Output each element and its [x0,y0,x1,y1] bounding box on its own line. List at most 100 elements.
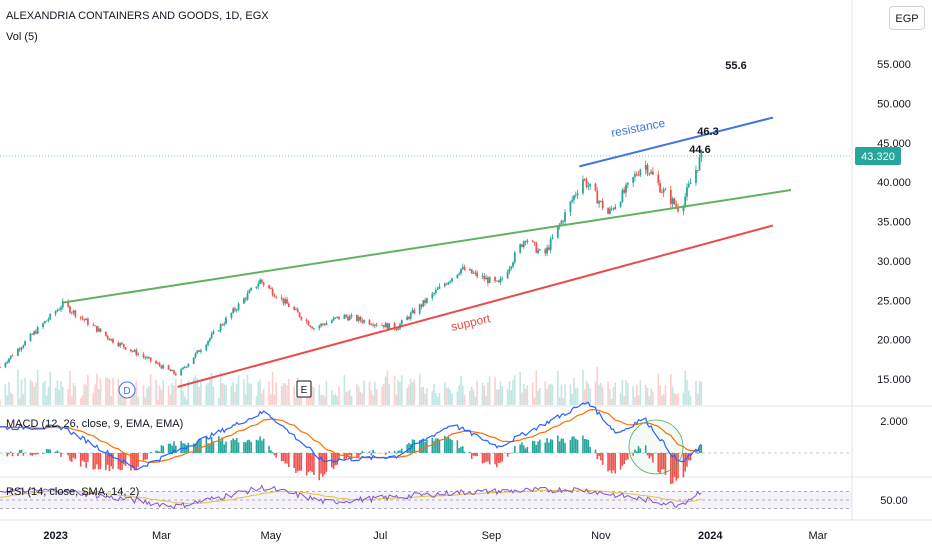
candle-body [318,325,321,329]
volume-bar [49,371,52,405]
macd-histogram-bar [207,443,209,453]
macd-histogram-bar [209,443,211,453]
volume-bar [54,387,57,405]
candle-body [58,309,61,311]
volume-bar [698,380,701,405]
macd-histogram-bar [582,435,584,453]
macd-histogram-bar [155,450,157,453]
candle-body [205,344,208,351]
candle-body [130,349,132,352]
macd-histogram-bar [472,453,475,456]
volume-indicator-label[interactable]: Vol (5) [6,31,38,43]
currency-button[interactable]: EGP [889,6,925,30]
macd-histogram-bar [130,453,132,471]
macd-histogram-bar [219,440,222,453]
dividend-marker[interactable] [118,381,136,399]
symbol-title[interactable]: ALEXANDRIA CONTAINERS AND GOODS, 1D, EGX [6,10,269,22]
macd-indicator-label[interactable]: MACD (12, 26, close, 9, EMA, EMA) [6,418,184,430]
candle-body [81,317,84,319]
macd-histogram-bar [83,453,86,462]
candle-body [522,241,525,247]
volume-bar [205,384,208,405]
candle-body [300,316,303,320]
price-tick-label: 35.000 [877,217,911,229]
macd-histogram-bar [506,453,509,457]
support-trendline [177,224,774,388]
volume-bar [426,388,428,405]
candle-body [97,328,100,332]
macd-histogram-bar [135,453,138,470]
time-tick-label: Mar [808,530,827,542]
volume-bar [44,381,46,405]
candle-body [243,298,245,304]
candle-body [311,326,314,329]
candle-body [246,293,249,300]
macd-histogram-bar [225,441,227,453]
macd-histogram-bar [200,438,202,453]
volume-bar [284,383,286,405]
candle-body [293,307,296,310]
volume-bar [573,377,575,405]
macd-histogram-bar [96,453,98,465]
volume-bar [167,385,170,405]
macd-histogram-bar [675,453,678,481]
candle-body [47,319,50,321]
volume-bar [58,389,60,405]
volume-bar [614,382,617,405]
macd-cross-highlight [628,419,684,475]
macd-histogram-bar [612,453,615,471]
volume-bar [657,373,660,405]
volume-bar [121,395,123,405]
macd-histogram-bar [635,451,638,453]
macd-histogram-bar [92,453,95,470]
volume-bar [445,387,448,405]
candle-body [599,200,602,202]
macd-histogram-bar [74,453,77,460]
candle-body [356,315,358,321]
macd-histogram-bar [388,451,391,453]
candle-body [601,200,604,209]
volume-bar [374,381,376,405]
macd-histogram-bar [413,439,416,453]
candle-body [506,271,509,279]
candle-body [657,174,660,184]
earnings-marker[interactable] [296,380,312,398]
candle-body [698,157,701,171]
macd-histogram-bar [594,449,597,453]
macd-histogram-bar [609,453,611,471]
candle-body [173,370,175,374]
volume-bar [119,389,121,405]
macd-histogram-bar [436,438,439,453]
macd-histogram-bar [585,439,588,453]
volume-bar [268,381,270,405]
volume-bar [424,393,426,405]
volume-bar [535,370,538,405]
macd-histogram-bar [160,445,163,453]
trendlines[interactable] [62,116,792,388]
candle-body [110,338,113,341]
volume-bar [343,375,346,405]
volume-bar [546,388,548,405]
volume-bar [74,385,77,405]
macd-histogram-bar [124,453,127,466]
candle-body [20,347,23,350]
candle-body [363,320,366,323]
volume-bar [435,392,437,405]
macd-histogram-bar [551,439,554,453]
candle-body [381,325,383,326]
candle-body [696,169,699,171]
annotations[interactable]: resistance support 55.6 46.3 44.6 D E [118,60,747,399]
volume-bar [524,388,527,405]
volume-bar [106,377,109,405]
volume-bar [558,397,561,405]
candle-body [359,317,362,321]
macd-histogram-bar [384,453,387,455]
macd-signal-line [0,408,702,464]
volume-bar [261,393,263,405]
macd-histogram-bar [501,453,504,462]
time-tick-label: 2023 [43,530,67,542]
macd-histogram-bar [485,453,487,462]
macd-histogram-bar [29,453,32,456]
rsi-indicator-label[interactable]: RSI (14, close, SMA, 14, 2) [6,486,140,498]
